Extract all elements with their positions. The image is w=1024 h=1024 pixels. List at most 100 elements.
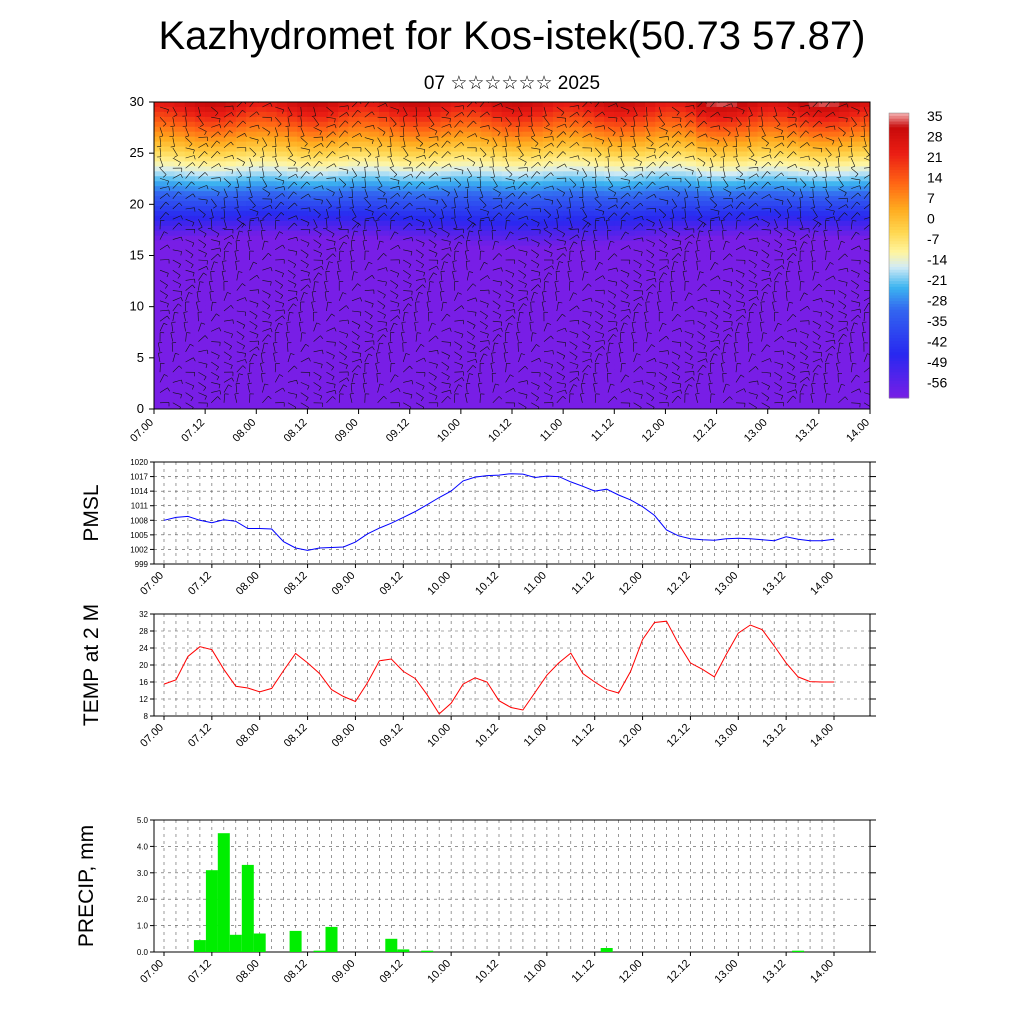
heatmap-cell [696,329,707,336]
heatmap-cell [317,136,329,143]
heatmap-cell [450,111,462,118]
heatmap-cell [552,329,564,336]
heatmap-cell [829,260,840,266]
heatmap-cell [624,106,636,113]
wind-barb-feather [264,383,269,386]
heatmap-cell [859,394,870,400]
wind-barb-feather [174,312,179,314]
heatmap-cell [358,156,370,163]
heatmap-cell [859,295,870,301]
heatmap-cell [644,121,656,128]
heatmap-cell [747,384,759,390]
heatmap-cell [829,201,840,207]
heatmap-cell [215,201,227,207]
heatmap-cell [368,191,380,197]
heatmap-cell [194,374,206,380]
heatmap-cell [696,255,707,262]
heatmap-cell [573,161,585,167]
wind-barb-feather [181,237,183,242]
heatmap-cell [798,394,810,400]
wind-barb [172,106,178,116]
heatmap-cell [276,369,288,375]
heatmap-cell [399,181,411,187]
heatmap-cell [460,210,472,217]
wind-barb-feather [191,181,195,185]
heatmap-cell [399,161,411,167]
wind-barb-feather [231,235,234,239]
heatmap-cell [583,201,595,207]
heatmap-cell [696,324,707,331]
heatmap-cell [154,171,165,177]
heatmap-cell [593,196,605,202]
heatmap-cell [839,399,851,405]
heatmap-cell [859,364,870,370]
heatmap-cell [154,349,165,356]
heatmap-cell [440,270,452,276]
heatmap-cell [747,196,759,202]
heatmap-cell [235,102,247,108]
heatmap-cell [624,374,636,380]
heatmap-cell [317,215,329,222]
heatmap-cell [747,339,759,346]
wind-barb [172,215,182,220]
heatmap-cell [624,364,636,370]
heatmap-cell [368,349,380,356]
heatmap-cell [552,394,564,400]
heatmap-cell [450,334,462,341]
heatmap-cell [501,364,513,370]
wind-barb [262,240,265,250]
wind-barb-feather [231,377,234,382]
heatmap-cell [164,349,176,356]
wind-barb [287,365,295,373]
heatmap-cell [317,201,329,207]
heatmap-cell [634,364,646,370]
heatmap-cell [757,265,769,271]
heatmap-cell [338,146,349,153]
heatmap-cell [798,305,810,311]
heatmap-cell [522,240,534,247]
heatmap-cell [512,106,523,113]
heatmap-cell [777,205,789,212]
heatmap-cell [818,349,830,356]
wind-barb-feather [166,303,169,308]
heatmap-cell [706,359,718,366]
heatmap-cell [450,225,462,232]
heatmap-cell [205,364,216,370]
heatmap-cell [737,215,748,222]
heatmap-cell [757,270,769,276]
heatmap-cell [839,166,851,172]
heatmap-cell [675,146,687,153]
heatmap-cell [604,126,615,133]
heatmap-cell [655,329,667,336]
heatmap-cell [174,225,186,232]
heatmap-cell [818,225,830,232]
heatmap-cell [542,290,554,296]
heatmap-cell [829,319,840,326]
heatmap-cell [614,300,626,306]
heatmap-cell [644,319,656,326]
heatmap-cell [460,324,472,331]
heatmap-cell [399,121,411,128]
heatmap-cell [276,404,288,409]
heatmap-cell [460,344,472,351]
heatmap-cell [481,186,493,192]
heatmap-cell [522,285,534,291]
heatmap-cell [246,245,257,252]
heatmap-cell [327,270,339,276]
heatmap-cell [409,260,421,266]
wind-barb [287,202,295,210]
heatmap-cell [205,300,216,306]
heatmap-cell [552,220,564,227]
heatmap-cell [696,191,707,197]
heatmap-cell [184,240,196,247]
wind-barb [172,117,175,127]
heatmap-cell [379,290,390,296]
heatmap-cell [256,151,268,158]
heatmap-cell [604,334,615,341]
heatmap-cell [409,136,421,143]
heatmap-cell [491,314,503,321]
heatmap-cell [307,379,319,385]
heatmap-cell [368,201,380,207]
heatmap-cell [194,136,206,143]
heatmap-cell [501,245,513,252]
